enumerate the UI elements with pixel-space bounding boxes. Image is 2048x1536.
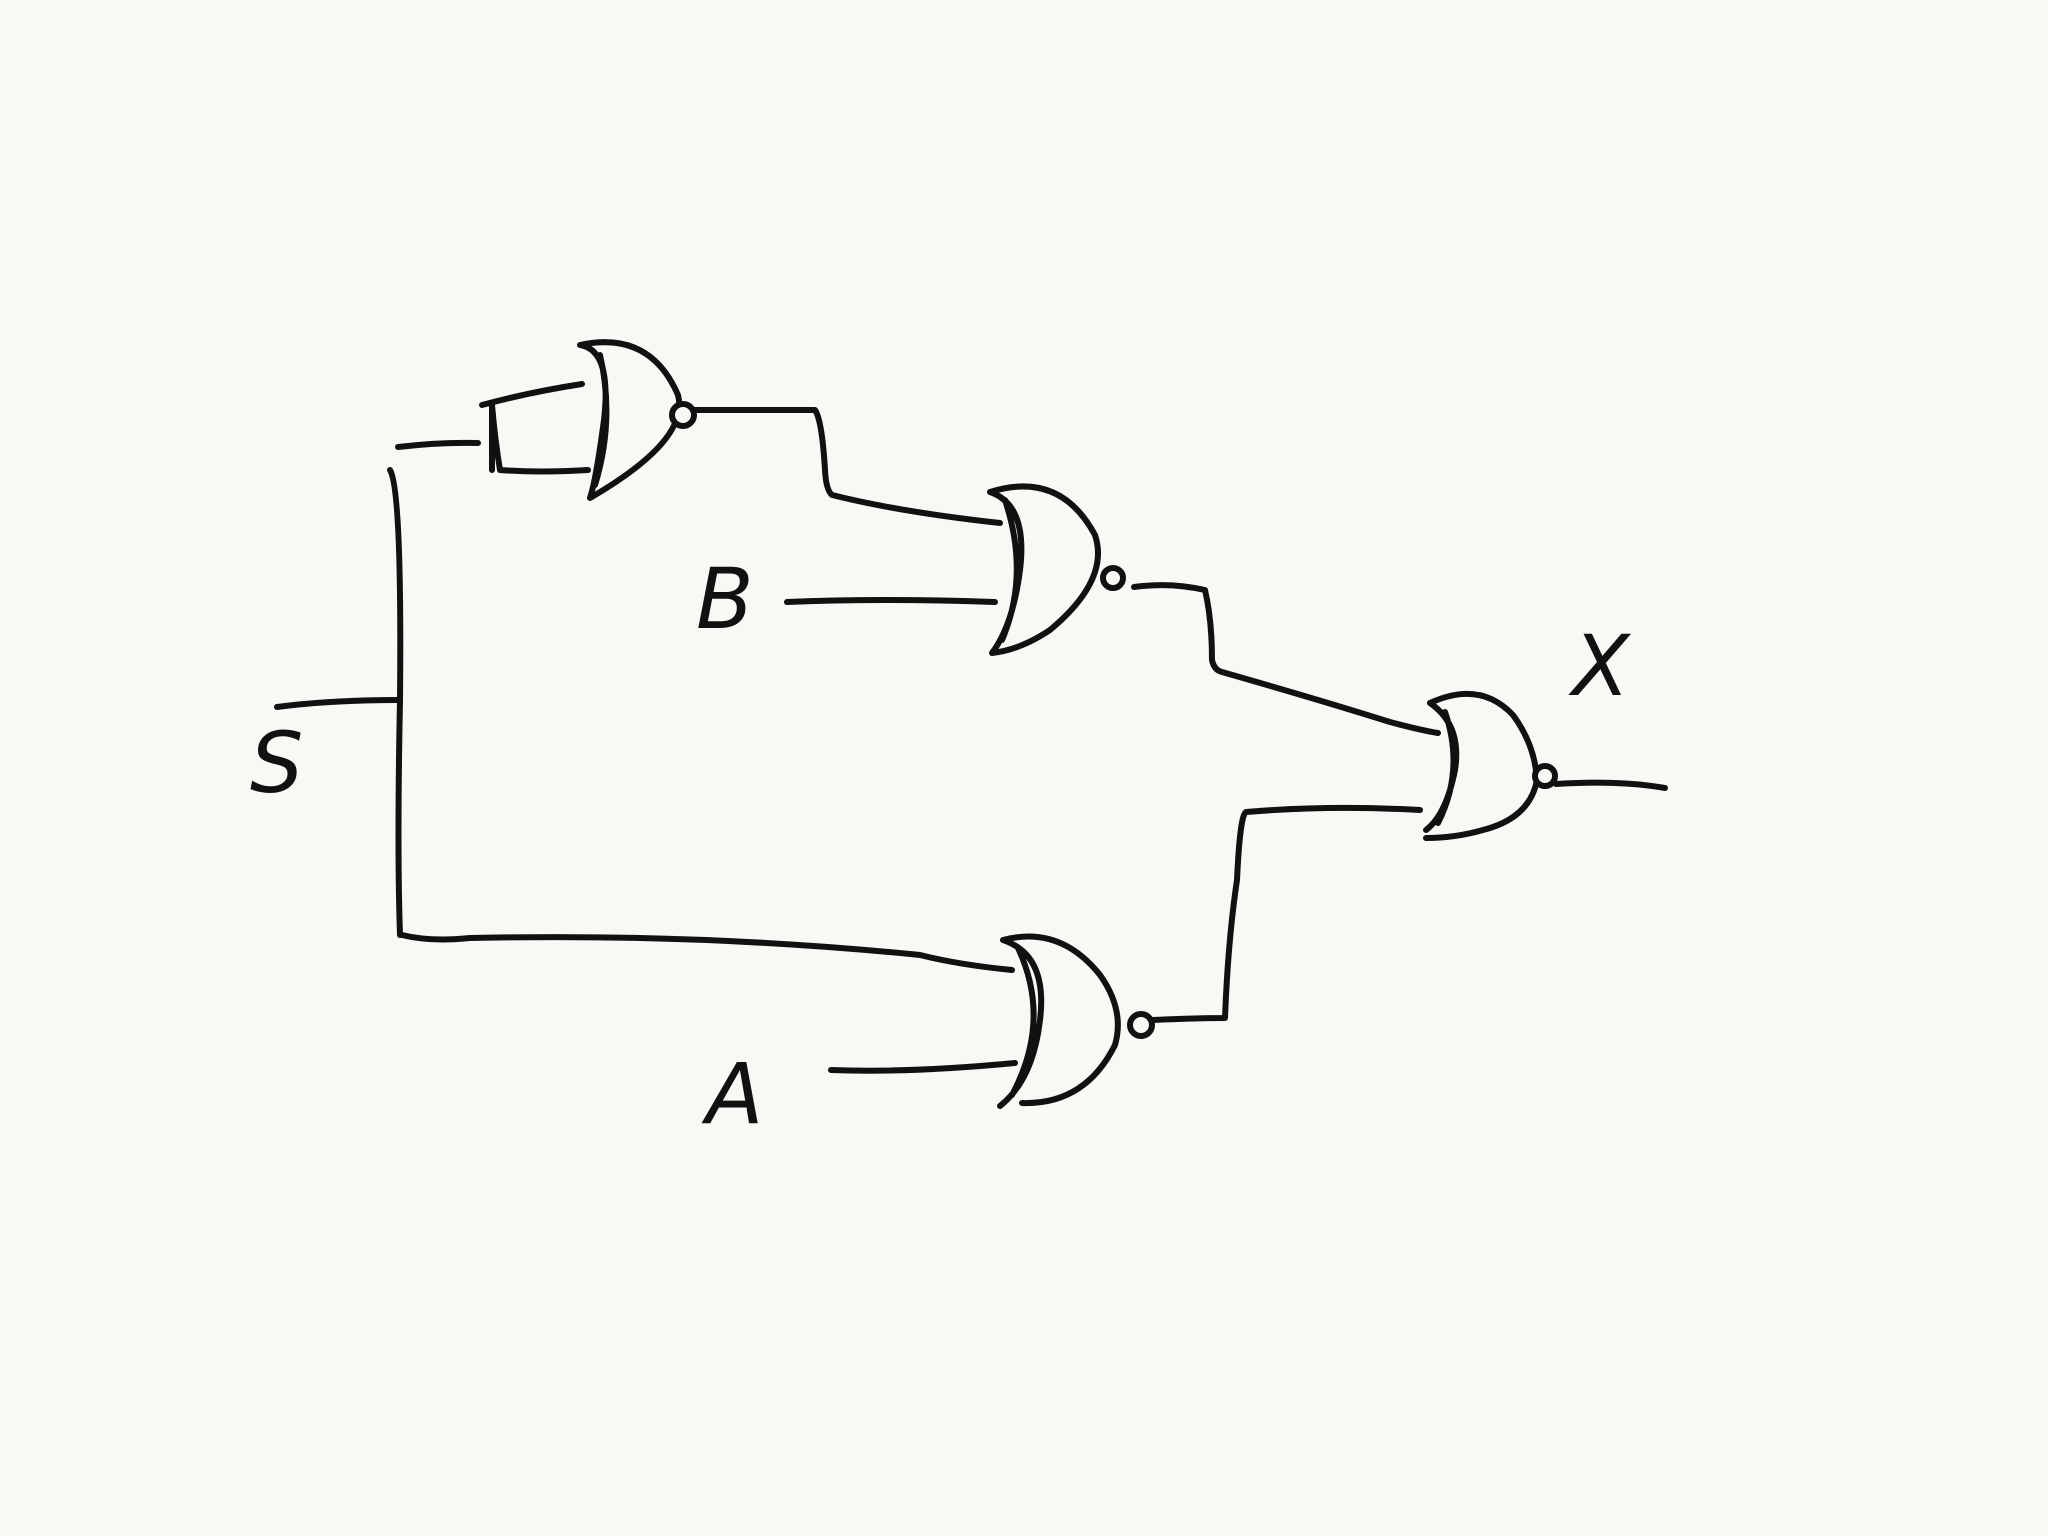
nor-gate-2-bubble [1100, 565, 1126, 591]
input-label-s: S [250, 714, 303, 812]
wire-s-fork-to-gate-1 [479, 381, 591, 475]
nor-gate-2 [987, 483, 1441, 736]
nor-gate-4-body [1423, 690, 1540, 841]
input-a-wiring: A [701, 1045, 1018, 1143]
nor-gate-1 [577, 339, 1003, 526]
wire-s-to-gate-1 [395, 439, 481, 450]
input-s-wiring [274, 381, 1015, 973]
nor-gate-4: X [1423, 617, 1668, 841]
wire-s-bus [387, 467, 404, 938]
input-label-a: A [701, 1045, 763, 1143]
wire-gate-3-to-gate-4 [1149, 804, 1423, 1023]
output-label-x: X [1568, 617, 1632, 715]
nor-gate-2-body [987, 483, 1101, 656]
wire-a-to-gate-3 [828, 1060, 1018, 1074]
nor-gate-1-body [577, 339, 683, 501]
wire-output-x [1553, 779, 1668, 791]
nor-gate-1-bubble [669, 401, 697, 429]
input-b-wiring: B [696, 550, 998, 648]
nor-gate-3-bubble [1127, 1011, 1155, 1039]
wire-b-to-gate-2 [784, 597, 998, 605]
wire-s-input [274, 697, 403, 710]
wire-s-to-gate-3 [399, 932, 1015, 973]
wire-gate-2-to-gate-4 [1131, 582, 1441, 736]
input-label-b: B [696, 550, 754, 648]
nor-gate-3-body [997, 933, 1121, 1109]
nor-gate-4-bubble [1532, 763, 1558, 789]
wire-gate-1-to-gate-2 [691, 406, 1003, 526]
nor-gate-3 [997, 804, 1423, 1109]
